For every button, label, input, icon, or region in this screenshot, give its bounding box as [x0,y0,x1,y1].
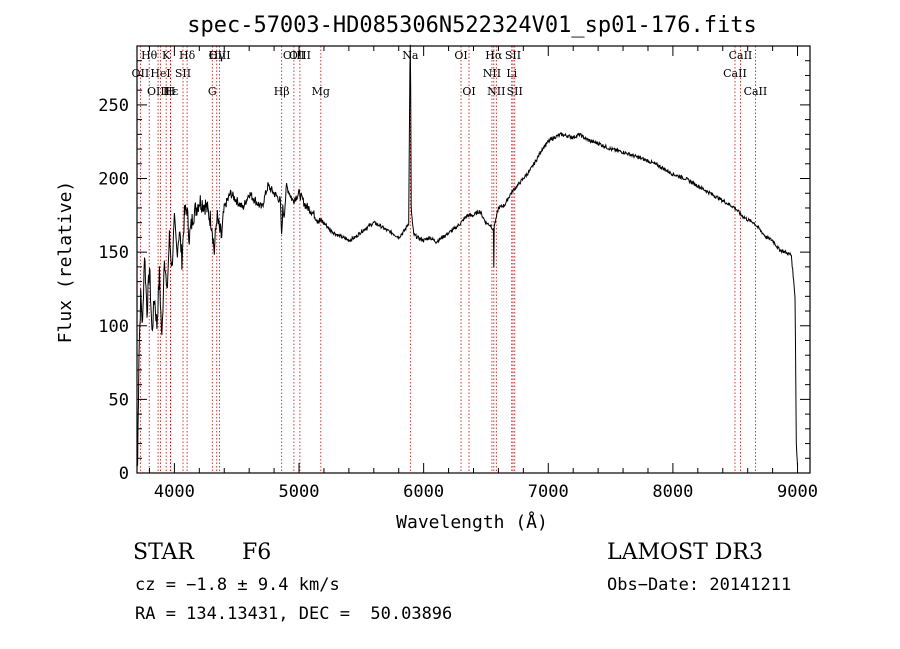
y-axis-label: Flux (relative) [55,181,76,344]
line-marker-label: OI [454,49,467,62]
line-marker-label: OIII [289,49,311,62]
y-tick-label: 100 [98,317,129,337]
object-class: STAR [133,540,194,565]
line-marker-label: CaII [729,49,753,62]
x-tick-label: 9000 [777,482,818,502]
line-marker-label: Mg [312,85,330,98]
x-axis-label: Wavelength (Å) [396,511,548,533]
y-tick-label: 250 [98,96,129,116]
y-tick-labels: 0 50 100 150 200 250 [98,96,129,484]
line-marker-label: SII [507,85,523,98]
line-marker-label: OIII [209,49,231,62]
line-marker-label: CaII [723,67,747,80]
obs-date: Obs−Date: 20141211 [607,575,792,595]
subclass: F6 [242,540,272,565]
y-tick-label: 50 [109,390,129,410]
axis-ticks [137,46,810,474]
line-marker-label: G [208,85,217,98]
line-marker-label: Li [506,67,517,80]
chart-title: spec-57003-HD085306N522324V01_sp01-176.f… [187,13,757,38]
y-tick-label: 0 [119,464,129,484]
line-marker-label: Hε [163,85,179,98]
line-marker-label: Hθ [141,49,158,62]
line-marker-label: SII [505,49,521,62]
line-marker-label: NII [487,85,505,98]
line-marker-label: SII [175,67,191,80]
line-marker-label: NII [483,67,501,80]
line-marker-label: K [162,49,171,62]
y-tick-label: 150 [98,243,129,263]
coordinates: RA = 134.13431, DEC = 50.03896 [135,604,453,624]
x-tick-labels: 4000 5000 6000 7000 8000 9000 [154,482,818,502]
line-marker-label: H [166,85,176,98]
x-tick-label: 5000 [279,482,320,502]
x-tick-label: 7000 [528,482,569,502]
x-tick-label: 8000 [652,482,693,502]
spectrum-line [137,44,798,466]
plot-frame [136,45,811,474]
x-tick-label: 4000 [154,482,195,502]
y-tick-label: 200 [98,170,129,190]
line-markers [139,46,756,473]
line-marker-label: Hδ [179,49,196,62]
line-marker-label: CaII [744,85,768,98]
line-marker-label: OIII [147,85,169,98]
line-marker-label: HeI [150,67,170,80]
line-marker-label: Hβ [274,85,290,98]
survey-name: LAMOST DR3 [607,540,763,565]
line-marker-label: Hα [485,49,503,62]
line-marker-label: Hγ [209,49,226,62]
line-marker-label: OII [132,67,150,80]
line-marker-label: OI [462,85,475,98]
redshift-cz: cz = −1.8 ± 9.4 km/s [135,575,340,595]
x-tick-label: 6000 [403,482,444,502]
